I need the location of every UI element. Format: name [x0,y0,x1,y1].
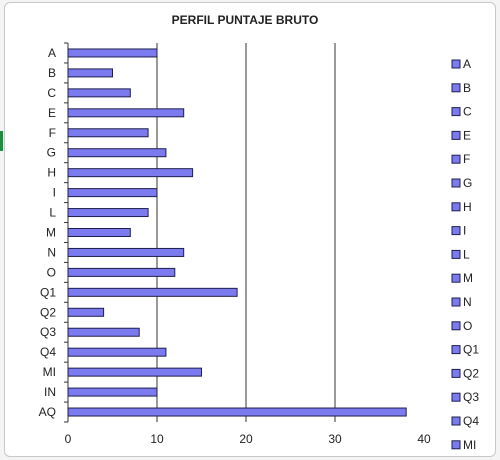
legend-label: G [463,176,472,190]
category-label: N [47,245,56,259]
category-label: M [46,226,56,240]
legend-swatch [451,130,461,140]
legend-label: L [463,247,470,261]
category-label: AQ [39,405,56,419]
legend-swatch [451,249,461,259]
category-label: B [48,66,56,80]
selection-marker [0,131,3,151]
value-tick-label: 20 [239,432,253,446]
legend-label: Q1 [463,343,479,357]
chart-title: PERFIL PUNTAJE BRUTO [172,13,319,27]
bar-mi [67,367,202,377]
value-tick-label: 10 [150,432,164,446]
bar-n [67,247,185,257]
legend-label: N [463,295,472,309]
bar-q1 [67,287,238,297]
category-label: Q4 [40,345,56,359]
legend-swatch [451,83,461,93]
legend-swatch [451,416,461,426]
legend-label: O [463,319,472,333]
legend-swatch [451,226,461,236]
legend-swatch [451,202,461,212]
category-label: F [49,126,56,140]
legend-swatch [451,297,461,307]
category-label: L [49,206,56,220]
legend-label: Q2 [463,366,479,380]
legend-label: MI [463,438,476,452]
value-axis-labels: 0 10 20 30 40 [65,432,431,446]
value-tick-label: 30 [328,432,342,446]
bar-g [67,148,167,158]
legend-swatch [451,321,461,331]
bar-q3 [67,327,140,337]
legend-label: B [463,81,471,95]
legend-swatch [451,440,461,450]
bar-b [67,68,113,78]
legend-label: I [463,224,466,238]
category-label: C [47,86,56,100]
legend-label: Q3 [463,390,479,404]
bar-c [67,88,131,98]
category-label: E [48,106,56,120]
category-label: IN [44,385,56,399]
legend-swatch [451,107,461,117]
bar-f [67,128,149,138]
legend-swatch [451,368,461,378]
legend-swatch [451,59,461,69]
legend-label: E [463,128,471,142]
bar-h [67,168,194,178]
bar-l [67,208,149,218]
legend-swatch [451,154,461,164]
category-label: A [48,46,56,60]
category-label: MI [43,365,56,379]
legend-label: C [463,105,472,119]
bar-a [67,48,158,58]
legend-swatch [451,273,461,283]
legend-label: A [463,57,471,71]
legend-label: Q4 [463,414,479,428]
value-tick-label: 40 [417,432,431,446]
category-label: O [47,265,56,279]
legend-swatch [451,178,461,188]
category-label: H [47,166,56,180]
category-label: Q1 [40,285,56,299]
bar-e [67,108,185,118]
bar-q4 [67,347,167,357]
legend-swatch [451,345,461,355]
category-label: Q2 [40,305,56,319]
bar-q2 [67,307,105,317]
bar-in [67,387,158,397]
category-label: I [53,186,56,200]
legend-swatch [451,392,461,402]
bar-aq [67,407,407,417]
category-label: Q3 [40,325,56,339]
legend-label: M [463,271,473,285]
category-label: G [47,146,56,160]
legend-label: F [463,152,470,166]
bar-i [67,188,158,198]
legend-label: H [463,200,472,214]
value-tick-label: 0 [65,432,72,446]
bar-series [67,48,407,417]
bar-m [67,228,131,237]
bar-o [67,267,176,277]
